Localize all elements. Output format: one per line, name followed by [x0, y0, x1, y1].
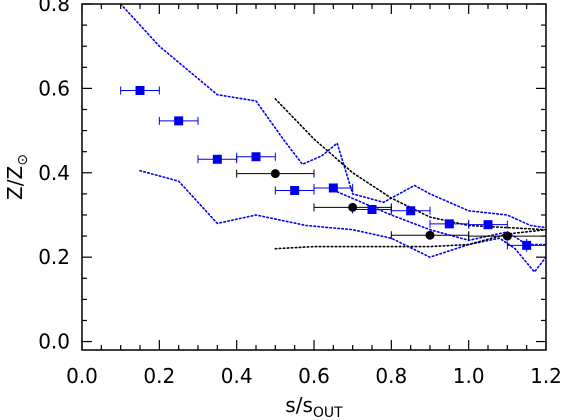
x-axis-title-subscript: OUT	[313, 405, 343, 420]
envelope-line-0-1	[139, 169, 547, 274]
data-point-square-5	[328, 183, 338, 193]
data-point-square-3	[251, 152, 261, 162]
y-tick-label-4: 0.8	[38, 0, 70, 16]
x-tick-label-1: 0.2	[143, 364, 175, 388]
data-point-square-8	[444, 219, 454, 229]
y-tick-label-1: 0.2	[38, 245, 70, 269]
x-tick-label-2: 0.4	[221, 364, 253, 388]
y-tick-label-0: 0.0	[38, 330, 70, 354]
data-point-square-4	[290, 186, 300, 196]
data-point-circle-0	[270, 169, 280, 179]
x-axis-title-main: s/s	[285, 393, 313, 417]
x-tick-label-6: 1.2	[530, 364, 562, 388]
data-point-square-1	[174, 116, 184, 126]
x-tick-label-0: 0.0	[66, 364, 98, 388]
axis-ticks	[81, 3, 547, 350]
data-point-circle-3	[502, 231, 512, 241]
data-point-square-7	[406, 206, 416, 216]
data-point-square-10	[522, 240, 532, 250]
y-axis-title: Z/Z⊙	[3, 154, 31, 200]
x-tick-label-3: 0.6	[298, 364, 330, 388]
data-point-circle-2	[425, 230, 435, 240]
y-axis-title-subscript: ⊙	[15, 154, 31, 166]
y-tick-label-2: 0.4	[38, 161, 70, 185]
x-axis-title: s/sOUT	[285, 393, 343, 420]
data-markers	[135, 86, 532, 250]
data-point-square-0	[135, 86, 145, 95]
x-tick-labels: 0.0 0.2 0.4 0.6 0.8 1.0 1.2	[66, 364, 562, 388]
envelope-line-0-2	[336, 191, 547, 246]
y-tick-labels: 0.0 0.2 0.4 0.6 0.8	[38, 0, 70, 354]
envelope-line-0-0	[119, 3, 547, 229]
x-tick-label-4: 0.8	[375, 364, 407, 388]
y-tick-label-3: 0.6	[38, 76, 70, 100]
data-point-square-9	[483, 220, 493, 230]
data-point-circle-1	[348, 202, 358, 212]
x-tick-label-5: 1.0	[453, 364, 485, 388]
envelope-line-1-1	[274, 228, 547, 250]
envelope-line-1-0	[274, 98, 547, 231]
model-envelopes	[119, 3, 547, 274]
y-axis-title-main: Z/Z	[3, 166, 27, 200]
data-point-square-6	[367, 204, 377, 214]
data-point-square-2	[212, 154, 222, 164]
